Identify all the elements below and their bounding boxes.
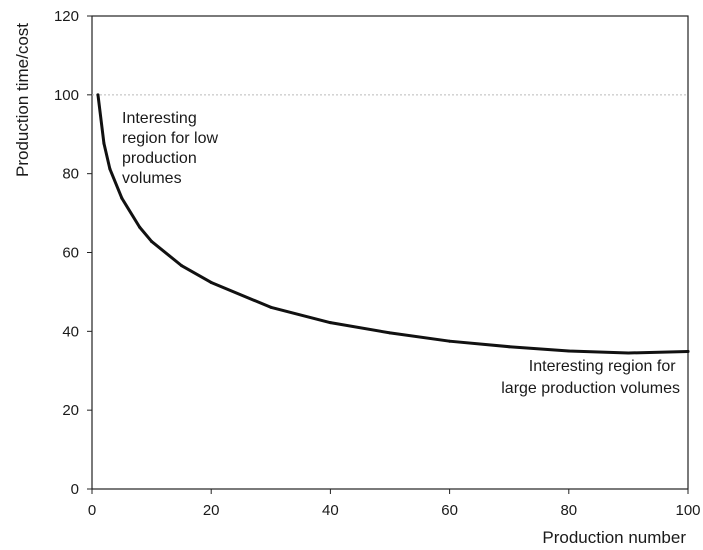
x-tick-label: 40 [322, 502, 339, 519]
y-tick-label: 40 [62, 323, 79, 340]
data-point [507, 345, 511, 349]
x-tick-label: 100 [675, 502, 700, 519]
data-point [120, 196, 124, 200]
annotation-low-line-4: volumes [122, 170, 182, 187]
y-tick-label: 120 [54, 8, 79, 25]
data-point [96, 93, 100, 97]
data-point [269, 305, 273, 309]
x-tick-label: 80 [560, 502, 577, 519]
data-point [448, 339, 452, 343]
x-tick-label: 20 [203, 502, 220, 519]
y-axis: 0 20 40 60 80 100 120 [54, 8, 92, 498]
data-point [686, 349, 690, 353]
annotation-low-line-3: production [122, 150, 197, 167]
annotation-low-volume: Interesting region for low production vo… [122, 110, 223, 187]
data-point [150, 239, 154, 243]
y-tick-label: 20 [62, 402, 79, 419]
data-point [388, 331, 392, 335]
x-axis-title: Production number [542, 528, 686, 547]
data-point [108, 167, 112, 171]
plot-frame [91, 15, 689, 490]
x-tick-label: 0 [88, 502, 96, 519]
annotation-large-line-2: large production volumes [501, 380, 680, 397]
data-point [626, 351, 630, 355]
series-line [96, 93, 690, 355]
y-tick-label: 100 [54, 87, 79, 104]
data-point [138, 225, 142, 229]
data-point [179, 264, 183, 268]
annotation-low-line-1: Interesting [122, 110, 197, 127]
y-tick-label: 60 [62, 245, 79, 262]
annotation-large-line-1: Interesting region for [529, 358, 676, 375]
data-point [328, 321, 332, 325]
data-point [102, 141, 106, 145]
annotation-low-line-2: region for low [122, 130, 218, 147]
data-points [96, 93, 690, 355]
y-tick-label: 80 [62, 166, 79, 183]
annotation-large-volume: Interesting region for large production … [501, 358, 680, 397]
data-point [567, 349, 571, 353]
x-tick-label: 60 [441, 502, 458, 519]
y-tick-label: 0 [71, 481, 79, 498]
y-axis-title: Production time/cost [13, 23, 32, 177]
x-axis: 0 20 40 60 80 100 [88, 489, 701, 519]
data-point [209, 280, 213, 284]
